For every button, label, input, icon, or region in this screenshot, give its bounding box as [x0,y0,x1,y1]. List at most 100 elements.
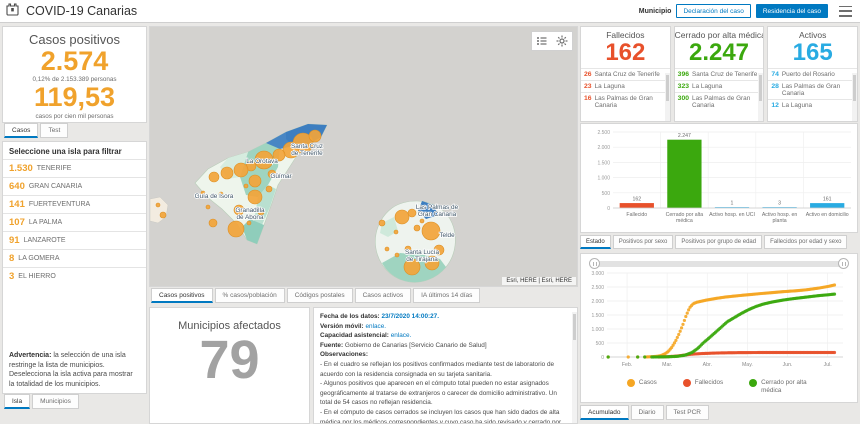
tab-fallecidos-por-edad-y-sexo[interactable]: Fallecidos por edad y sexo [764,235,848,249]
case-bubble[interactable] [421,221,441,241]
case-bubble[interactable] [254,150,274,170]
case-bubble[interactable] [272,148,286,162]
casos-positivos-card: Casos positivos 2.574 0,12% de 2.153.389… [2,26,147,123]
stat-row[interactable]: 26 Santa Cruz de Tenerife [581,68,670,80]
case-bubble[interactable] [247,189,263,205]
map[interactable]: Santa Cruz de Tenerife La Orotava Güímar Guí… [149,26,578,287]
case-bubble[interactable] [248,174,262,188]
island-row[interactable]: 640 GRAN CANARIA [3,177,146,195]
case-bubble[interactable] [282,141,300,159]
x-tick-label: Jun. [783,362,793,368]
case-bubble[interactable] [267,169,277,179]
tab-casos-positivos[interactable]: Casos positivos [151,288,213,303]
tab-diario[interactable]: Diario [630,405,664,420]
card-scrollbar[interactable] [664,73,670,121]
stat-row[interactable]: 396 Santa Cruz de Tenerife [674,68,764,80]
settings-gear-icon[interactable] [556,35,568,47]
case-bubble[interactable] [159,211,167,219]
tab-isla[interactable]: Isla [4,394,31,409]
tab-estado[interactable]: Estado [580,235,611,249]
legend-label: Fallecidos [694,379,724,386]
stat-row[interactable]: 23 La Laguna [581,80,670,92]
stat-row[interactable]: 16 Las Palmas de Gran Canaria [581,92,670,111]
data-point [677,332,681,337]
case-bubble[interactable] [208,218,218,228]
municipios-afectados-card: Municipios afectados 79 [149,307,310,424]
slider-handle-right[interactable] [838,258,849,269]
case-bubble[interactable] [394,252,400,258]
case-bubbles[interactable] [155,129,445,276]
island-row[interactable]: 141 FUERTEVENTURA [3,195,146,213]
island-row[interactable]: 3 EL HIERRO [3,267,146,285]
case-bubble[interactable] [413,224,421,232]
tab-casos[interactable]: Casos [4,123,39,138]
legend-item[interactable]: Cerrado por alta médica [749,379,811,394]
stat-row[interactable]: 12 La Laguna [768,99,858,111]
case-bubble[interactable] [208,171,220,183]
tab-municipios[interactable]: Municipios [32,394,79,409]
stat-card-value: 2.247 [688,39,750,66]
case-bubble[interactable] [378,219,386,227]
case-bubble[interactable] [246,220,252,226]
tab-acumulado[interactable]: Acumulado [580,405,629,420]
island-row[interactable]: 107 LA PALMA [3,213,146,231]
case-bubble[interactable] [265,185,273,193]
stat-row[interactable]: 300 Las Palmas de Gran Canaria [674,92,764,111]
slider-handle-left[interactable] [589,258,600,269]
case-bubble[interactable] [227,220,245,238]
island-la-gomera[interactable] [150,196,169,224]
stat-row[interactable]: 28 Las Palmas de Gran Canaria [768,80,858,99]
residencia-del-caso-button[interactable]: Residencia del caso [755,4,828,18]
case-bubble[interactable] [419,218,425,224]
case-bubble[interactable] [243,183,249,189]
case-bubble[interactable] [200,190,206,196]
tenerife-municipality-shade[interactable] [242,219,264,244]
tab-positivos-por-grupo-de-edad[interactable]: Positivos por grupo de edad [675,235,763,249]
case-bubble[interactable] [220,166,234,180]
tab-test-pcr[interactable]: Test PCR [665,405,709,420]
case-bubble[interactable] [393,229,399,235]
case-bubble[interactable] [384,246,390,252]
card-scrollbar[interactable] [758,73,764,121]
case-bubble[interactable] [155,202,161,208]
card-scrollbar[interactable] [852,73,858,121]
tab-test[interactable]: Test [40,123,69,138]
version-movil-link[interactable]: enlace. [365,322,387,330]
data-point [672,341,677,345]
legend-item[interactable]: Casos [626,379,657,394]
case-bubble[interactable] [404,245,412,253]
y-tick-label: 0 [601,355,604,361]
slider-track[interactable] [593,261,845,267]
case-bubble[interactable] [403,258,421,276]
case-bubble[interactable] [218,191,224,197]
case-bubble[interactable] [407,208,417,218]
declaracion-del-caso-button[interactable]: Declaración del caso [676,4,751,18]
tab-ia-ltimos-14-d-as[interactable]: IA últimos 14 días [413,288,481,303]
tab-casos-activos[interactable]: Casos activos [354,288,412,303]
tab--casos-poblaci-n[interactable]: % casos/población [214,288,285,303]
case-bubble[interactable] [433,244,445,256]
tenerife-municipality-shade[interactable] [254,185,276,225]
menu-icon[interactable] [839,5,852,17]
case-bubble[interactable] [394,209,410,225]
island-row[interactable]: 1.530 TENERIFE [3,159,146,177]
capacidad-link[interactable]: enlace. [390,332,412,340]
stat-row[interactable]: 74 Puerto del Rosario [768,68,858,80]
tab-positivos-por-sexo[interactable]: Positivos por sexo [612,235,674,249]
info-scrollbar[interactable] [572,312,577,423]
case-bubble[interactable] [205,204,211,210]
case-bubble[interactable] [233,204,245,216]
layer-list-icon[interactable] [536,35,548,47]
case-bubble[interactable] [233,162,249,178]
case-bubble[interactable] [424,255,440,271]
stat-row[interactable]: 323 La Laguna [674,80,764,92]
legend-item[interactable]: Fallecidos [682,379,724,394]
tab-c-digos-postales[interactable]: Códigos postales [286,288,353,303]
gran-canaria-selected-area[interactable] [418,201,438,219]
case-bubble[interactable] [308,129,322,143]
y-tick-label: 2.000 [597,145,610,151]
island-row[interactable]: 91 LANZAROTE [3,231,146,249]
island-row[interactable]: 8 LA GOMERA [3,249,146,267]
case-bubble[interactable] [257,208,265,216]
